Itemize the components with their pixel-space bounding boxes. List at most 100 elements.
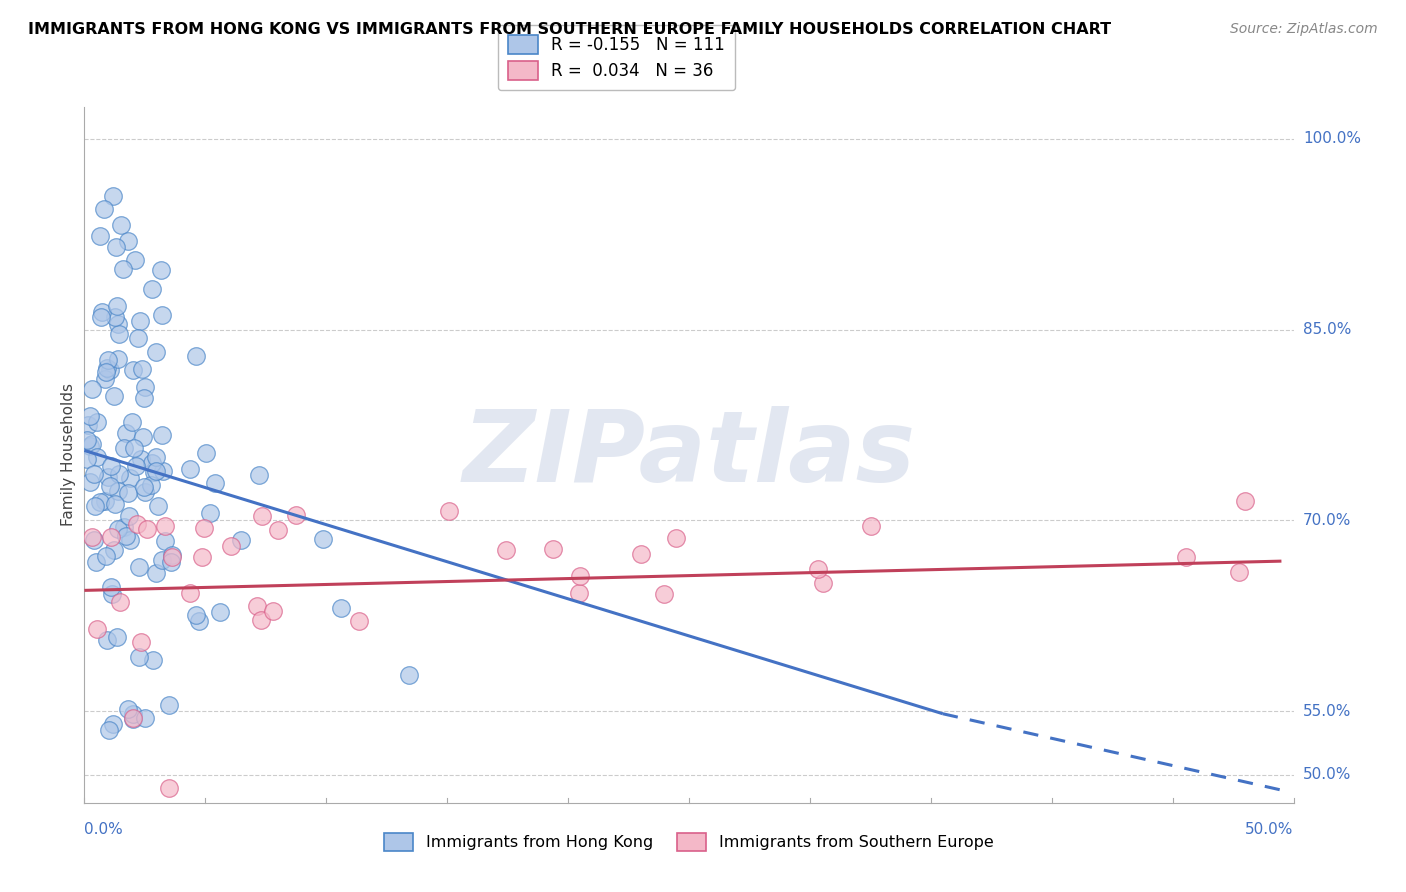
Legend: Immigrants from Hong Kong, Immigrants from Southern Europe: Immigrants from Hong Kong, Immigrants fr… [378, 826, 1000, 857]
Point [86, 415, 108, 429]
Point [107, 522, 129, 536]
Point [143, 465, 166, 479]
Point [124, 252, 146, 267]
Point [96, 549, 118, 563]
Point [160, 549, 183, 563]
Point [219, 539, 242, 553]
Point [160, 555, 183, 569]
Point [103, 542, 125, 557]
Point [184, 349, 207, 363]
Point [96, 632, 118, 647]
Point [105, 630, 128, 644]
Point [117, 701, 139, 715]
Point [83, 467, 105, 481]
Point [128, 650, 150, 665]
Point [184, 607, 207, 622]
Point [121, 363, 143, 377]
Point [132, 392, 155, 406]
Point [267, 524, 290, 538]
Point [131, 362, 153, 376]
Point [122, 712, 145, 726]
Point [132, 430, 155, 444]
Point [103, 717, 125, 731]
Point [630, 547, 652, 561]
Point [118, 508, 141, 523]
Point [129, 314, 152, 328]
Point [107, 483, 129, 498]
Point [107, 352, 129, 367]
Point [187, 615, 209, 629]
Point [145, 464, 167, 478]
Point [86, 622, 108, 636]
Point [97, 353, 120, 368]
Point [665, 531, 688, 545]
Point [204, 476, 226, 491]
Point [1174, 550, 1197, 565]
Point [652, 586, 675, 600]
Point [134, 380, 156, 394]
Point [157, 698, 180, 712]
Text: 85.0%: 85.0% [1303, 322, 1351, 337]
Point [262, 604, 284, 618]
Point [132, 480, 155, 494]
Point [121, 706, 143, 721]
Point [125, 517, 148, 532]
Point [83, 499, 105, 513]
Point [162, 550, 184, 565]
Point [108, 595, 131, 609]
Point [93, 202, 115, 216]
Text: Source: ZipAtlas.com: Source: ZipAtlas.com [1230, 22, 1378, 37]
Point [79, 409, 101, 423]
Point [141, 457, 163, 471]
Point [125, 458, 148, 473]
Point [150, 309, 173, 323]
Point [98, 362, 121, 376]
Point [398, 667, 420, 681]
Point [96, 360, 118, 375]
Point [860, 519, 883, 533]
Point [134, 485, 156, 500]
Point [117, 234, 139, 248]
Point [79, 440, 101, 454]
Point [105, 299, 128, 313]
Point [152, 464, 174, 478]
Point [1234, 494, 1257, 508]
Point [97, 470, 120, 484]
Point [107, 318, 129, 332]
Point [142, 653, 165, 667]
Point [107, 467, 129, 481]
Point [145, 566, 167, 581]
Point [112, 261, 135, 276]
Point [568, 569, 591, 583]
Point [86, 450, 108, 465]
Point [439, 504, 461, 518]
Text: 50.0%: 50.0% [1246, 822, 1294, 837]
Point [83, 533, 105, 548]
Text: 55.0%: 55.0% [1303, 704, 1351, 719]
Point [252, 509, 274, 524]
Point [121, 710, 143, 724]
Point [193, 521, 215, 535]
Point [284, 508, 307, 522]
Point [195, 446, 218, 460]
Point [76, 433, 98, 447]
Point [76, 451, 98, 466]
Point [93, 494, 115, 508]
Point [250, 613, 273, 627]
Point [94, 371, 117, 385]
Point [179, 586, 201, 600]
Text: 70.0%: 70.0% [1303, 513, 1351, 528]
Point [134, 710, 156, 724]
Point [90, 310, 112, 324]
Point [811, 575, 834, 590]
Point [121, 415, 143, 429]
Point [100, 530, 122, 544]
Point [179, 461, 201, 475]
Point [104, 240, 127, 254]
Point [150, 553, 173, 567]
Point [807, 562, 830, 576]
Point [112, 441, 135, 455]
Point [312, 532, 335, 546]
Point [84, 555, 107, 569]
Point [79, 475, 101, 489]
